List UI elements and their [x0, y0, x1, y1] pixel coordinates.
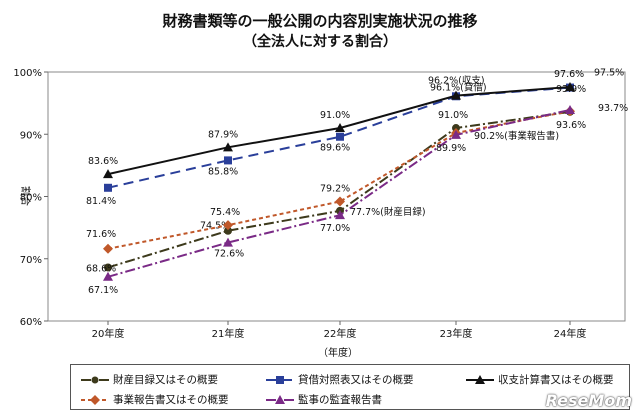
legend-swatch — [266, 375, 294, 384]
legend-item: 貸借対照表又はその概要 — [266, 372, 414, 387]
data-point — [565, 81, 575, 91]
data-label: 89.9% — [436, 143, 466, 154]
y-tick-label: 100% — [13, 68, 42, 79]
x-tick-label: 24年度 — [554, 327, 587, 340]
data-label: 93.9% — [556, 84, 586, 95]
data-point — [103, 271, 113, 281]
data-label: 90.2%(事業報告書) — [474, 130, 559, 142]
legend-label: 貸借対照表又はその概要 — [298, 374, 414, 386]
data-label: 87.9% — [208, 129, 238, 140]
data-point — [104, 183, 112, 192]
data-label: 85.8% — [208, 166, 238, 177]
data-point — [223, 220, 233, 231]
data-label: 67.1% — [88, 285, 118, 296]
legend-label: 事業報告書又はその概要 — [113, 394, 229, 406]
data-point — [223, 142, 233, 152]
legend-swatch — [266, 394, 294, 404]
data-point — [335, 196, 345, 207]
y-tick-label: 90% — [20, 130, 42, 141]
data-label: 72.6% — [214, 249, 244, 260]
x-tick-label: 23年度 — [440, 327, 473, 340]
data-point — [224, 156, 232, 165]
data-point — [223, 237, 233, 247]
legend-swatch — [81, 376, 109, 383]
data-label: 77.0% — [320, 223, 350, 234]
y-axis-label: 割合 — [19, 186, 32, 206]
data-label: 91.0% — [438, 110, 468, 121]
data-point — [103, 169, 113, 179]
legend-label: 監事の監査報告書 — [298, 394, 382, 406]
legend-item: 事業報告書又はその概要 — [81, 392, 229, 407]
data-label: 97.5% — [594, 68, 624, 79]
data-point — [565, 104, 575, 114]
data-label: 96.1%(貸借) — [430, 81, 487, 93]
data-point — [336, 132, 344, 141]
data-label: 89.6% — [320, 143, 350, 154]
legend-item: 収支計算書又はその概要 — [466, 372, 614, 387]
data-label: 79.2% — [320, 183, 350, 194]
data-label: 75.4% — [210, 207, 240, 218]
chart-title: 財務書類等の一般公開の内容別実施状況の推移 — [162, 12, 478, 30]
data-label: 93.7% — [598, 103, 628, 114]
data-label: 97.6% — [554, 69, 584, 80]
data-label: 96.2%(収支) — [428, 75, 485, 87]
data-label: 91.0% — [320, 110, 350, 121]
data-label: 77.7%(財産目録) — [350, 206, 426, 218]
y-tick-label: 70% — [20, 255, 42, 266]
series-line — [107, 86, 571, 189]
data-label: 74.5% — [200, 221, 230, 232]
y-tick-label: 60% — [20, 317, 42, 328]
data-point — [451, 129, 461, 139]
legend-item: 監事の監査報告書 — [266, 392, 382, 407]
x-tick-label: 20年度 — [92, 327, 125, 340]
data-point — [104, 263, 112, 272]
data-label: 68.6% — [86, 263, 116, 274]
legend-item: 財産目録又はその概要 — [81, 372, 218, 387]
data-label: 93.6% — [556, 120, 586, 131]
x-tick-label: 22年度 — [324, 327, 357, 340]
data-label: 71.6% — [86, 229, 116, 240]
data-point — [451, 90, 461, 100]
legend-swatch — [81, 394, 109, 405]
data-point — [335, 210, 345, 220]
x-tick-label: 21年度 — [212, 327, 245, 340]
x-axis-label: （年度） — [318, 346, 358, 359]
data-point — [224, 226, 232, 235]
legend-label: 収支計算書又はその概要 — [498, 374, 614, 386]
chart-legend: 財産目録又はその概要 貸借対照表又はその概要 収支計算書又はその概要事業報告書又はそ… — [70, 364, 630, 410]
y-tick-label: 80% — [20, 193, 42, 204]
data-label: 81.4% — [86, 196, 116, 207]
watermark-logo: ReseMom — [545, 391, 632, 410]
data-label: 83.6% — [88, 156, 118, 167]
data-point — [103, 243, 113, 254]
chart-subtitle: （全法人に対する割合） — [243, 34, 397, 50]
data-point — [335, 123, 345, 133]
legend-swatch — [466, 374, 494, 384]
legend-label: 財産目録又はその概要 — [113, 374, 218, 386]
